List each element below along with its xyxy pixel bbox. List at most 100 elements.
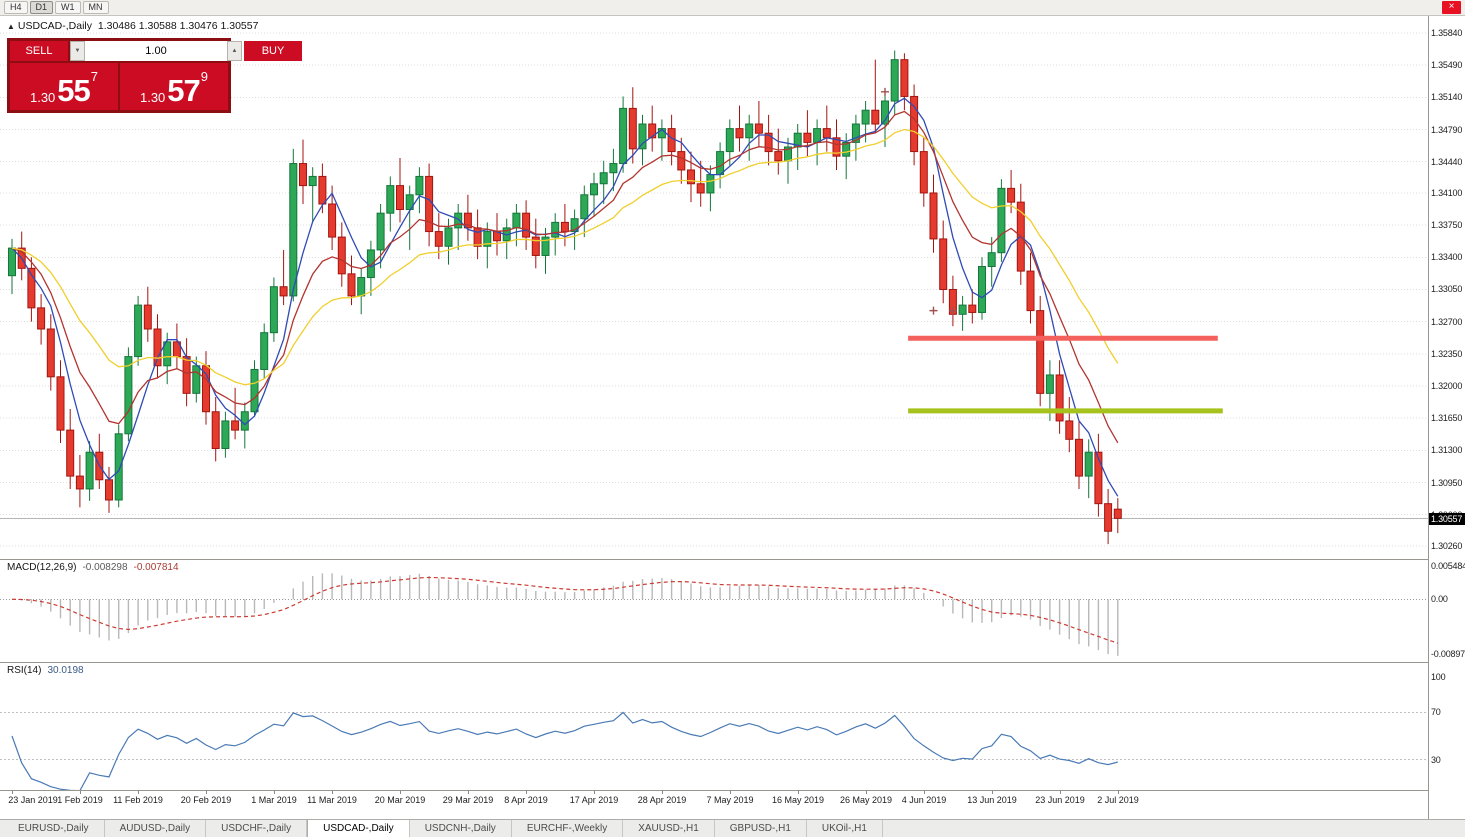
date-axis-tick bbox=[924, 790, 925, 794]
sell-price-point: 7 bbox=[90, 69, 99, 84]
price-axis-label: 1.31650 bbox=[1431, 413, 1463, 424]
date-axis-label: 26 May 2019 bbox=[839, 795, 893, 805]
macd-axis-label: 0.00 bbox=[1431, 594, 1448, 605]
timeframe-button-h4[interactable]: H4 bbox=[4, 1, 28, 14]
rsi-axis-label: 100 bbox=[1431, 672, 1446, 682]
volume-increase-icon[interactable]: ▲ bbox=[227, 41, 242, 61]
macd-main-value: -0.008298 bbox=[82, 562, 128, 573]
date-axis-tick bbox=[80, 790, 81, 794]
price-axis-label: 1.33750 bbox=[1431, 220, 1463, 231]
price-axis-label: 1.34790 bbox=[1431, 124, 1463, 135]
rsi-indicator-canvas[interactable] bbox=[0, 662, 1428, 790]
price-axis-label: 1.34440 bbox=[1431, 156, 1463, 167]
buy-price-point: 9 bbox=[200, 69, 209, 84]
date-axis-label: 23 Jun 2019 bbox=[1035, 795, 1085, 805]
date-axis-tick bbox=[1118, 790, 1119, 794]
date-axis-tick bbox=[730, 790, 731, 794]
volume-input[interactable] bbox=[85, 41, 227, 61]
sell-button[interactable]: SELL bbox=[10, 41, 68, 61]
tab-eurusd-daily[interactable]: EURUSD-,Daily bbox=[3, 820, 105, 837]
price-axis-label: 1.33400 bbox=[1431, 252, 1463, 263]
price-axis-label: 1.30260 bbox=[1431, 540, 1463, 551]
tab-eurchf-weekly[interactable]: EURCHF-,Weekly bbox=[512, 820, 624, 837]
macd-panel-separator[interactable] bbox=[0, 559, 1465, 560]
macd-name: MACD(12,26,9) bbox=[7, 562, 77, 573]
macd-label: MACD(12,26,9) -0.008298 -0.007814 bbox=[7, 562, 179, 573]
date-axis-label: 11 Feb 2019 bbox=[113, 795, 163, 805]
one-click-trading-panel: SELL ▼ ▲ BUY 1.30 55 7 1.30 57 9 bbox=[7, 38, 302, 113]
tab-usdcad-daily[interactable]: USDCAD-,Daily bbox=[307, 820, 410, 837]
buy-price-pips: 57 bbox=[167, 73, 200, 108]
date-axis-tick bbox=[992, 790, 993, 794]
date-axis-label: 28 Apr 2019 bbox=[637, 795, 687, 805]
rsi-panel-separator[interactable] bbox=[0, 662, 1465, 663]
date-axis-label: 16 May 2019 bbox=[771, 795, 825, 805]
tab-usdchf-daily[interactable]: USDCHF-,Daily bbox=[206, 820, 308, 837]
price-axis-label: 1.34100 bbox=[1431, 187, 1463, 198]
chart-title-symbol: USDCAD-,Daily bbox=[17, 20, 93, 32]
date-axis-tick bbox=[206, 790, 207, 794]
price-axis: 1.35840 1.35490 1.35140 1.34790 1.34440 1.341… bbox=[1428, 16, 1465, 819]
macd-axis-label: -0.008973 bbox=[1431, 648, 1465, 659]
tab-usdcnh-daily[interactable]: USDCNH-,Daily bbox=[410, 820, 512, 837]
rsi-label: RSI(14) 30.0198 bbox=[7, 665, 84, 676]
date-axis-separator bbox=[0, 790, 1465, 791]
date-axis-label: 29 Mar 2019 bbox=[442, 795, 494, 805]
timeframe-button-mn[interactable]: MN bbox=[82, 1, 109, 14]
chart-tab-bar: EURUSD-,Daily AUDUSD-,Daily USDCHF-,Daily U… bbox=[0, 819, 1465, 837]
rsi-axis-label: 30 bbox=[1431, 754, 1441, 765]
price-axis-label: 1.32350 bbox=[1431, 348, 1463, 359]
macd-signal-value: -0.007814 bbox=[133, 562, 179, 573]
date-axis: 23 Jan 2019 1 Feb 2019 11 Feb 2019 20 Feb 2… bbox=[0, 790, 1428, 819]
volume-stepper: ▼ ▲ bbox=[70, 41, 242, 61]
rsi-name: RSI(14) bbox=[7, 665, 42, 676]
buy-price-display[interactable]: 1.30 57 9 bbox=[120, 63, 228, 110]
date-axis-label: 20 Mar 2019 bbox=[374, 795, 426, 805]
date-axis-tick bbox=[526, 790, 527, 794]
buy-price-stem: 1.30 bbox=[139, 90, 166, 105]
price-axis-label: 1.35490 bbox=[1431, 60, 1463, 71]
date-axis-tick bbox=[594, 790, 595, 794]
rsi-axis-label: 70 bbox=[1431, 707, 1441, 718]
close-icon[interactable]: × bbox=[1442, 1, 1461, 14]
date-axis-tick bbox=[866, 790, 867, 794]
tab-gbpusd-h1[interactable]: GBPUSD-,H1 bbox=[715, 820, 807, 837]
price-axis-label: 1.33050 bbox=[1431, 284, 1463, 295]
date-axis-label: 20 Feb 2019 bbox=[180, 795, 232, 805]
macd-axis-label: 0.005484 bbox=[1431, 560, 1465, 571]
chart-workspace: ▲ USDCAD-,Daily 1.30486 1.30588 1.30476 1… bbox=[0, 16, 1465, 819]
tab-ukoil-h1[interactable]: UKOil-,H1 bbox=[807, 820, 883, 837]
date-axis-label: 11 Mar 2019 bbox=[307, 795, 357, 805]
price-axis-label: 1.35140 bbox=[1431, 92, 1463, 103]
sell-price-stem: 1.30 bbox=[29, 90, 56, 105]
date-axis-tick bbox=[468, 790, 469, 794]
date-axis-label: 1 Feb 2019 bbox=[57, 795, 103, 805]
buy-button[interactable]: BUY bbox=[244, 41, 302, 61]
price-axis-label: 1.35840 bbox=[1431, 28, 1463, 38]
date-axis-tick bbox=[332, 790, 333, 794]
chart-title-ohlc: 1.30486 1.30588 1.30476 1.30557 bbox=[97, 20, 259, 32]
price-axis-label: 1.32000 bbox=[1431, 380, 1463, 391]
date-axis-label: 17 Apr 2019 bbox=[569, 795, 619, 805]
trade-controls-row: SELL ▼ ▲ BUY bbox=[10, 41, 302, 61]
date-axis-label: 2 Jul 2019 bbox=[1097, 795, 1139, 805]
chart-title: ▲ USDCAD-,Daily 1.30486 1.30588 1.30476 1… bbox=[7, 20, 258, 32]
date-axis-tick bbox=[1060, 790, 1061, 794]
price-axis-label: 1.30950 bbox=[1431, 477, 1463, 488]
trade-prices-row: 1.30 55 7 1.30 57 9 bbox=[10, 63, 228, 110]
main-chart-canvas[interactable] bbox=[0, 16, 1428, 559]
timeframe-button-d1[interactable]: D1 bbox=[29, 1, 54, 14]
macd-indicator-canvas[interactable] bbox=[0, 559, 1428, 662]
timeframe-button-w1[interactable]: W1 bbox=[55, 1, 81, 14]
sell-price-display[interactable]: 1.30 55 7 bbox=[10, 63, 118, 110]
timeframe-button-group: H4 D1 W1 MN bbox=[4, 1, 109, 14]
collapse-panel-icon[interactable]: ▲ bbox=[7, 22, 15, 31]
date-axis-label: 13 Jun 2019 bbox=[967, 795, 1017, 805]
tab-audusd-daily[interactable]: AUDUSD-,Daily bbox=[105, 820, 207, 837]
date-axis-tick bbox=[662, 790, 663, 794]
price-axis-label: 1.31300 bbox=[1431, 445, 1463, 456]
timeframe-toolbar: H4 D1 W1 MN × bbox=[0, 0, 1465, 16]
tab-xauusd-h1[interactable]: XAUUSD-,H1 bbox=[623, 820, 715, 837]
volume-decrease-icon[interactable]: ▼ bbox=[70, 41, 85, 61]
